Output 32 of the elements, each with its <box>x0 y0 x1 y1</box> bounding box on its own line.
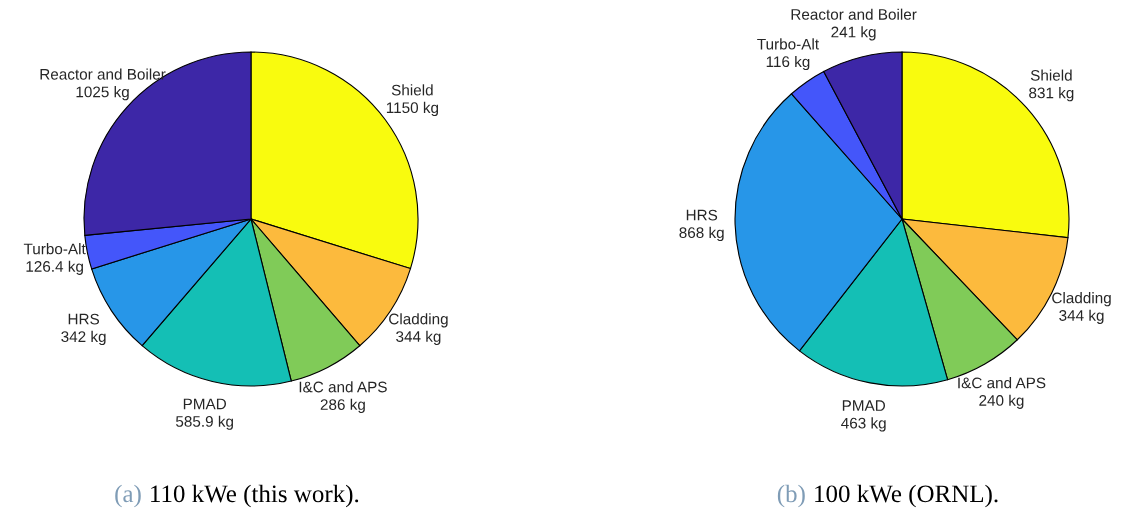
data-label: 344 kg <box>396 330 441 345</box>
text: (a) <box>115 484 141 508</box>
slice-label: HRS <box>686 209 718 221</box>
slice-label: PMAD <box>842 400 886 411</box>
data-label: 241 kg <box>831 26 876 41</box>
data-label: 831 kg <box>1029 87 1074 102</box>
data-label: 868 kg <box>679 226 724 242</box>
slice-label: I&C and APS <box>299 381 387 393</box>
data-label: 240 kg <box>979 394 1024 409</box>
data-label: 342 kg <box>61 330 106 346</box>
text: 100 kWe (ORNL). <box>815 484 998 508</box>
slice-label: Cladding <box>389 313 448 328</box>
data-label: 1150 kg <box>386 101 439 117</box>
data-label: 585.9 kg <box>175 415 233 430</box>
data-label: 116 kg <box>766 55 810 71</box>
slice-label: HRS <box>68 313 100 325</box>
data-label: 344 kg <box>1059 309 1104 324</box>
data-label: 1025 kg <box>76 86 129 101</box>
slice-label: Shield <box>391 84 433 96</box>
data-label: 126.4 kg <box>26 260 83 275</box>
slice-label: Turbo-Alt <box>757 38 819 50</box>
slice-label: Cladding <box>1052 292 1111 307</box>
data-label: 286 kg <box>320 398 365 413</box>
data-label: 463 kg <box>841 417 886 432</box>
slice-label: Turbo-Alt <box>23 243 86 255</box>
slice-label: Shield <box>1030 69 1072 81</box>
slice-label: Reactor and Boiler <box>791 8 917 20</box>
slice-label: PMAD <box>183 398 227 410</box>
text: 110 kWe (this work). <box>151 484 359 508</box>
slice-label: I&C and APS <box>958 377 1046 389</box>
slice-label: Reactor and Boiler <box>40 68 166 80</box>
text: (b) <box>777 484 805 508</box>
